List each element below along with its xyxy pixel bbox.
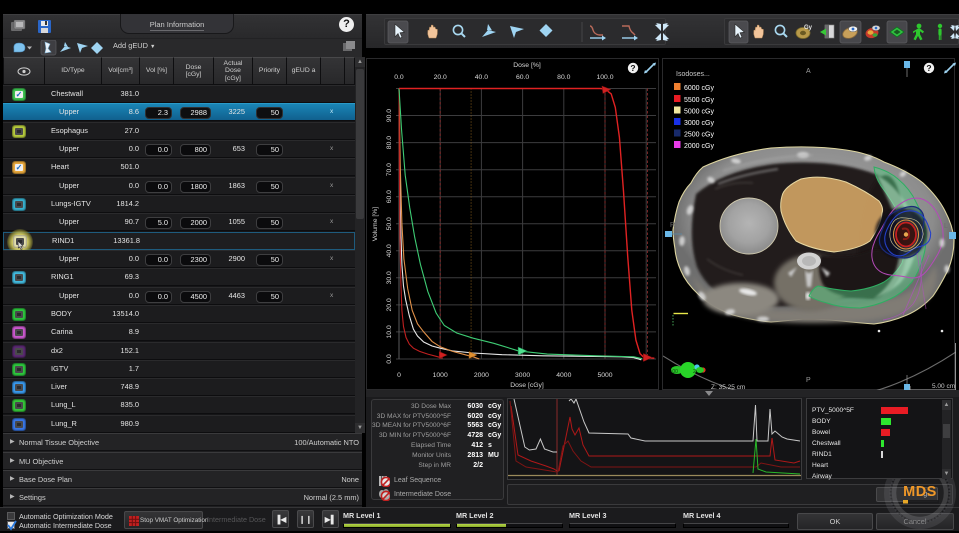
svg-text:5000: 5000 xyxy=(597,372,612,379)
svg-text:Gy: Gy xyxy=(804,25,813,31)
svg-text:Z: 35.25 cm: Z: 35.25 cm xyxy=(711,384,745,391)
svg-text:5.00 cm: 5.00 cm xyxy=(932,383,955,390)
svg-text:80.0: 80.0 xyxy=(386,136,393,149)
svg-text:Dose [%]: Dose [%] xyxy=(513,62,541,69)
svg-text:40.0: 40.0 xyxy=(475,74,488,81)
svg-text:40.0: 40.0 xyxy=(386,244,393,257)
svg-text:R: R xyxy=(670,222,675,229)
svg-text:P: P xyxy=(806,377,811,384)
svg-text:3000 cGy: 3000 cGy xyxy=(684,120,714,127)
svg-text:A: A xyxy=(806,68,811,75)
svg-text:3000: 3000 xyxy=(515,372,530,379)
svg-text:70.0: 70.0 xyxy=(386,163,393,176)
svg-text:L: L xyxy=(944,223,948,230)
svg-text:Isodoses...: Isodoses... xyxy=(676,71,710,78)
svg-text:90.0: 90.0 xyxy=(386,109,393,122)
svg-text:0.0: 0.0 xyxy=(394,74,404,81)
svg-text:5500 cGy: 5500 cGy xyxy=(684,97,714,104)
svg-text:1000: 1000 xyxy=(433,372,448,379)
svg-text:?: ? xyxy=(630,63,635,73)
svg-text:50.0: 50.0 xyxy=(386,217,393,230)
svg-text:60.0: 60.0 xyxy=(516,74,529,81)
svg-text:MDS: MDS xyxy=(903,484,937,500)
svg-text:Volume [%]: Volume [%] xyxy=(372,207,379,241)
svg-text:2500 cGy: 2500 cGy xyxy=(684,132,714,139)
svg-text:Dose [cGy]: Dose [cGy] xyxy=(510,382,544,389)
svg-text:2:: 2: xyxy=(693,369,697,375)
svg-text:20.0: 20.0 xyxy=(386,298,393,311)
svg-text:30.0: 30.0 xyxy=(386,271,393,284)
svg-text:80.0: 80.0 xyxy=(557,74,570,81)
svg-text:2000: 2000 xyxy=(474,372,489,379)
svg-text:4000: 4000 xyxy=(556,372,571,379)
svg-text:100.0: 100.0 xyxy=(596,74,613,81)
svg-text::00: :00 xyxy=(671,369,678,375)
svg-text:6000 cGy: 6000 cGy xyxy=(684,85,714,92)
svg-text:2000 cGy: 2000 cGy xyxy=(684,143,714,150)
svg-text:5000 cGy: 5000 cGy xyxy=(684,109,714,116)
svg-text:0.0: 0.0 xyxy=(386,354,393,364)
svg-text:0: 0 xyxy=(397,372,401,379)
svg-text:60.0: 60.0 xyxy=(386,190,393,203)
svg-text:?: ? xyxy=(926,63,931,73)
svg-text:20.0: 20.0 xyxy=(434,74,447,81)
svg-text:10.0: 10.0 xyxy=(386,325,393,338)
